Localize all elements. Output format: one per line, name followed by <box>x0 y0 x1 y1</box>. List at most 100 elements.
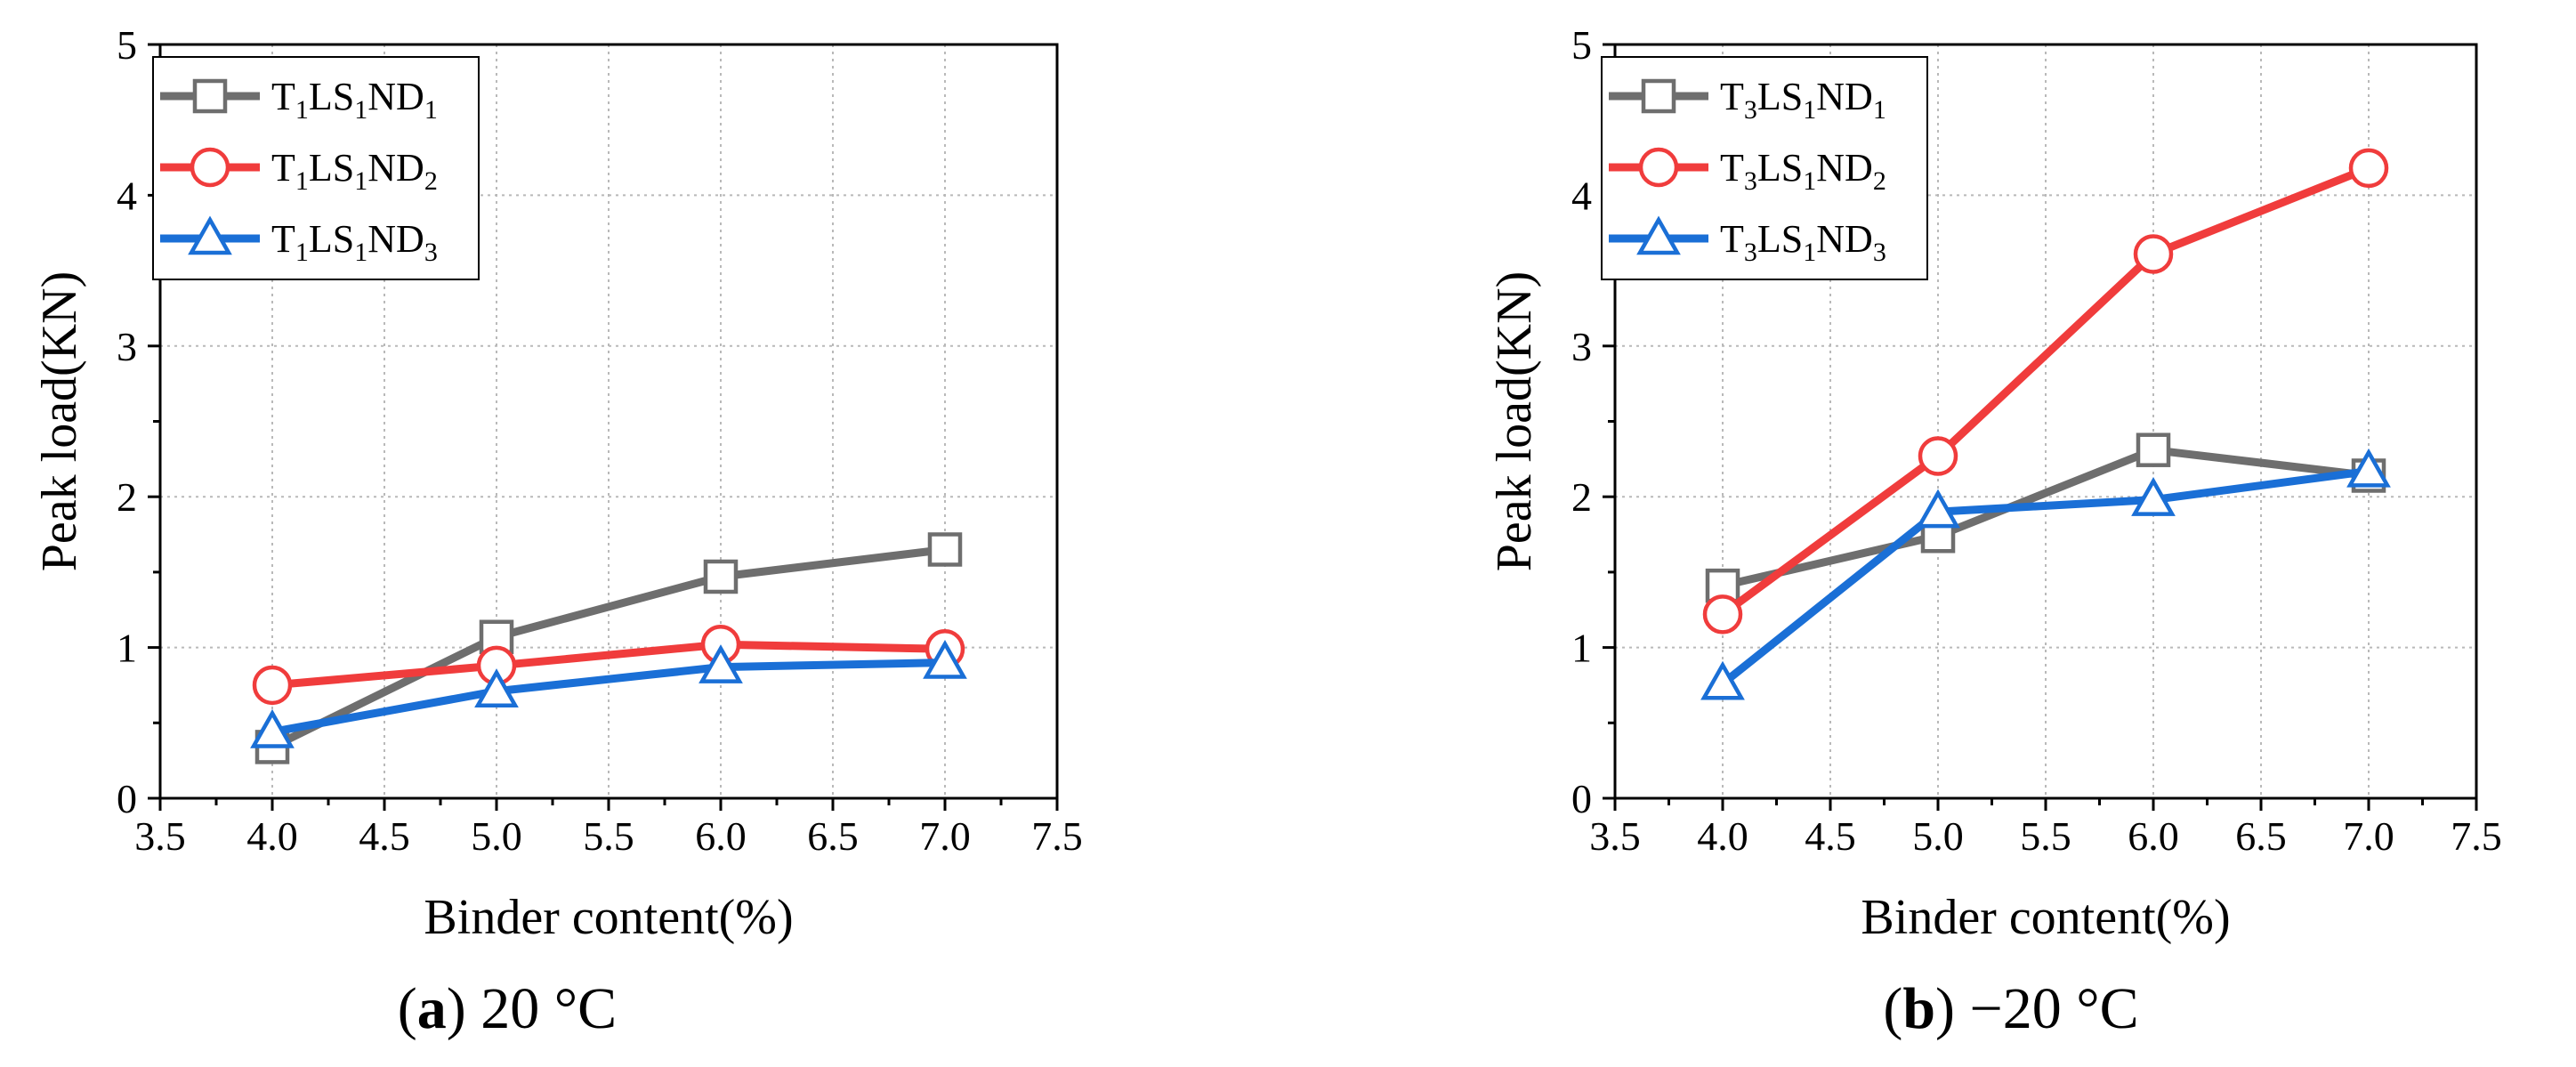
legend-subscript: 1 <box>295 238 309 267</box>
legend-label: T1LS1ND3 <box>271 217 438 267</box>
legend-marker-icon <box>188 215 232 255</box>
data-point <box>2133 234 2174 274</box>
legend-text: ND <box>1816 146 1873 190</box>
y-tick-label: 2 <box>117 474 137 520</box>
caption-paren: ) <box>447 976 466 1041</box>
data-point <box>2348 148 2389 189</box>
x-tick-label: 6.5 <box>807 813 859 859</box>
legend-marker-icon <box>190 147 230 188</box>
legend-item: T3LS1ND3 <box>1609 215 1886 267</box>
legend-label: T3LS1ND1 <box>1720 75 1886 125</box>
series-line <box>1720 164 2370 618</box>
legend-subscript: 1 <box>295 166 309 196</box>
series-T1LS1ND3 <box>250 639 967 748</box>
x-tick-label: 3.5 <box>134 813 186 859</box>
data-point <box>1918 436 1958 476</box>
legend-subscript: 3 <box>1744 238 1757 267</box>
legend-subscript: 1 <box>354 95 367 125</box>
data-point <box>923 639 967 679</box>
x-axis-label: Binder content(%) <box>1861 890 2230 945</box>
legend-text: ND <box>1816 75 1873 118</box>
y-tick-label: 4 <box>1571 173 1592 218</box>
legend-subscript: 3 <box>1744 95 1757 125</box>
legend-subscript: 1 <box>424 95 438 125</box>
y-tick-label: 2 <box>1571 474 1592 520</box>
data-point <box>703 559 739 594</box>
caption-letter: a <box>417 976 447 1041</box>
caption-prefix: (b) <box>1883 976 1955 1041</box>
series-line <box>1721 446 2370 590</box>
legend-subscript: 1 <box>354 238 367 267</box>
chart-panel-b: 3.5 4.0 4.5 5.0 5.5 6.0 6.5 7.0 7.5 0 1 2 3 4 5 Binder … <box>1487 22 2502 1041</box>
series-T3LS1ND2 <box>1702 148 2389 635</box>
y-tick-label: 4 <box>117 173 137 218</box>
legend-item: T3LS1ND2 <box>1609 146 1886 196</box>
data-point <box>474 668 519 707</box>
legend-marker-icon <box>1636 215 1681 255</box>
legend-subscript: 2 <box>1873 166 1886 196</box>
y-tick-label: 3 <box>1571 324 1592 369</box>
caption-paren: ) <box>1935 976 1955 1041</box>
x-tick-label: 4.5 <box>359 813 410 859</box>
x-tick-label: 6.0 <box>2128 813 2179 859</box>
caption-letter: b <box>1902 976 1935 1041</box>
series-line <box>271 546 946 751</box>
legend-text: ND <box>367 146 424 190</box>
legend-text: T <box>1720 146 1744 190</box>
x-axis-label: Binder content(%) <box>424 890 793 945</box>
data-point <box>2346 448 2391 488</box>
legend-text: ND <box>1816 217 1873 261</box>
legend-subscript: 3 <box>424 238 438 267</box>
data-point <box>2131 477 2176 516</box>
x-tick-label: 6.0 <box>695 813 747 859</box>
panel-caption: (b) −20 °C <box>1883 976 2138 1041</box>
legend-subscript: 1 <box>295 95 309 125</box>
y-tick-label: 1 <box>117 626 137 671</box>
legend-item: T1LS1ND2 <box>160 146 438 196</box>
legend-subscript: 3 <box>1744 166 1757 196</box>
x-tick-label: 4.5 <box>1805 813 1856 859</box>
series-T3LS1ND3 <box>1700 448 2391 700</box>
caption-paren: ( <box>398 976 417 1041</box>
series-line <box>1720 466 2370 687</box>
legend-text: T <box>1720 75 1744 118</box>
y-tick-label: 1 <box>1571 626 1592 671</box>
y-tick-label: 3 <box>117 324 137 369</box>
legend-label: T1LS1ND2 <box>271 146 438 196</box>
legend-text: LS <box>309 75 354 118</box>
legend-text: LS <box>309 146 354 190</box>
legend-marker-icon <box>192 78 228 114</box>
legend-subscript: 1 <box>1873 95 1886 125</box>
data-point <box>927 532 963 567</box>
caption-prefix: (a) <box>398 976 466 1041</box>
y-tick-label: 5 <box>1571 22 1592 68</box>
x-tick-label: 7.0 <box>2343 813 2394 859</box>
y-tick-label: 0 <box>117 776 137 821</box>
legend-subscript: 1 <box>1803 95 1816 125</box>
legend-text: T <box>271 146 295 190</box>
caption-temperature: −20 °C <box>1955 976 2139 1041</box>
caption-temperature: 20 °C <box>466 976 617 1041</box>
legend-item: T3LS1ND1 <box>1609 75 1886 125</box>
data-point <box>1916 489 1960 529</box>
legend-text: ND <box>367 75 424 118</box>
x-tick-label: 5.5 <box>2020 813 2071 859</box>
series-line <box>271 659 946 736</box>
x-tick-label: 6.5 <box>2235 813 2287 859</box>
legend-item: T1LS1ND1 <box>160 75 438 125</box>
data-point <box>2136 432 2171 467</box>
legend-subscript: 1 <box>1803 166 1816 196</box>
x-tick-label: 3.5 <box>1589 813 1641 859</box>
legend-label: T3LS1ND3 <box>1720 217 1886 267</box>
x-tick-label: 7.5 <box>1031 813 1083 859</box>
x-tick-label: 5.5 <box>583 813 634 859</box>
x-tick-label: 7.5 <box>2451 813 2502 859</box>
legend-text: LS <box>1757 217 1803 261</box>
legend-subscript: 1 <box>354 166 367 196</box>
chart-panel-a: 3.5 4.0 4.5 5.0 5.5 6.0 6.5 7.0 7.5 0 1 2 3 4 5 Binder … <box>32 22 1083 1041</box>
legend-text: T <box>271 217 295 261</box>
legend-text: LS <box>1757 146 1803 190</box>
